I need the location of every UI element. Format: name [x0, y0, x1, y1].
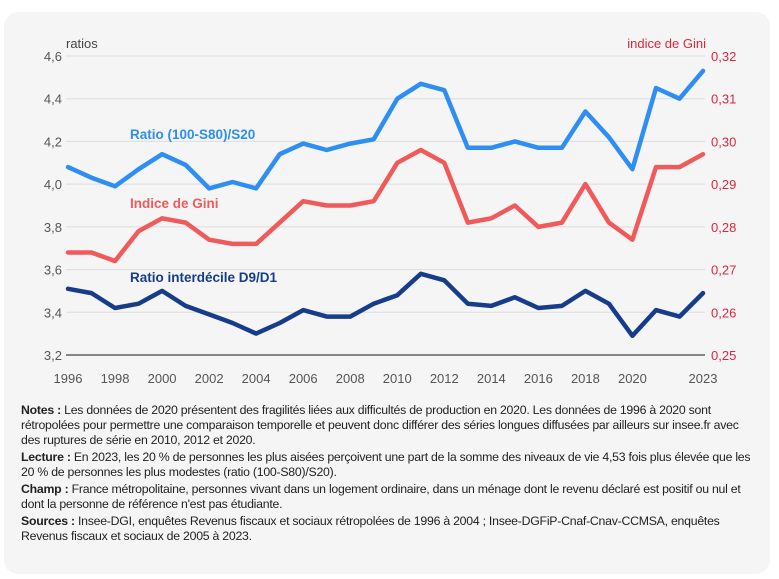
x-tick-label: 1998 [101, 371, 130, 386]
series-label: Ratio (100-S80)/S20 [130, 127, 255, 142]
notes-label: Notes : [21, 403, 61, 417]
sources-text: Insee-DGI, enquêtes Revenus fiscaux et s… [21, 514, 720, 543]
x-tick-label: 2023 [689, 371, 718, 386]
left-tick-label: 4,6 [44, 49, 62, 64]
chart-notes: Notes : Les données de 2020 présentent d… [21, 403, 756, 546]
x-tick-label: 2006 [289, 371, 318, 386]
left-tick-label: 3,8 [44, 220, 62, 235]
sources-paragraph: Sources : Insee-DGI, enquêtes Revenus fi… [21, 514, 756, 544]
right-tick-label: 0,27 [711, 263, 736, 278]
right-tick-label: 0,26 [711, 305, 736, 320]
left-tick-label: 3,4 [44, 305, 62, 320]
notes-text: Les données de 2020 présentent des fragi… [21, 403, 739, 447]
line-chart: 3,2 3,4 3,6 3,8 4,0 4,2 4,4 4,6 0,25 0,26 0,27 0,28… [44, 36, 736, 386]
x-tick-label: 2018 [571, 371, 600, 386]
series-label: Indice de Gini [130, 196, 219, 211]
notes-paragraph: Notes : Les données de 2020 présentent d… [21, 403, 756, 448]
left-tick-label: 4,4 [44, 92, 62, 107]
left-tick-label: 3,6 [44, 263, 62, 278]
chart-card [4, 12, 770, 574]
series-line-1 [65, 68, 706, 191]
x-tick-label: 2012 [430, 371, 459, 386]
right-tick-label: 0,28 [711, 220, 736, 235]
series-label: Ratio interdécile D9/D1 [130, 270, 278, 285]
champ-paragraph: Champ : France métropolitaine, personnes… [21, 482, 756, 512]
lecture-text: En 2023, les 20 % de personnes les plus … [21, 450, 751, 479]
x-tick-label: 2016 [524, 371, 553, 386]
x-tick-label: 2008 [336, 371, 365, 386]
left-axis-label: ratios [66, 36, 98, 51]
x-tick-label: 1996 [54, 371, 83, 386]
right-tick-label: 0,32 [711, 49, 736, 64]
right-tick-label: 0,30 [711, 134, 736, 149]
sources-label: Sources : [21, 514, 75, 528]
right-axis-label: indice de Gini [627, 36, 706, 51]
x-tick-label: 2004 [242, 371, 271, 386]
series-line-2 [65, 147, 706, 264]
right-tick-label: 0,29 [711, 177, 736, 192]
x-tick-label: 2020 [618, 371, 647, 386]
x-tick-label: 2000 [148, 371, 177, 386]
left-tick-label: 4,0 [44, 177, 62, 192]
champ-label: Champ : [21, 482, 69, 496]
champ-text: France métropolitaine, personnes vivant … [21, 482, 741, 511]
right-tick-label: 0,31 [711, 92, 736, 107]
left-tick-label: 4,2 [44, 134, 62, 149]
x-tick-label: 2014 [477, 371, 506, 386]
series-line-3 [65, 271, 706, 339]
x-tick-label: 2002 [195, 371, 224, 386]
lecture-label: Lecture : [21, 450, 71, 464]
left-tick-label: 3,2 [44, 348, 62, 363]
right-tick-label: 0,25 [711, 348, 736, 363]
x-tick-label: 2010 [383, 371, 412, 386]
lecture-paragraph: Lecture : En 2023, les 20 % de personnes… [21, 450, 756, 480]
